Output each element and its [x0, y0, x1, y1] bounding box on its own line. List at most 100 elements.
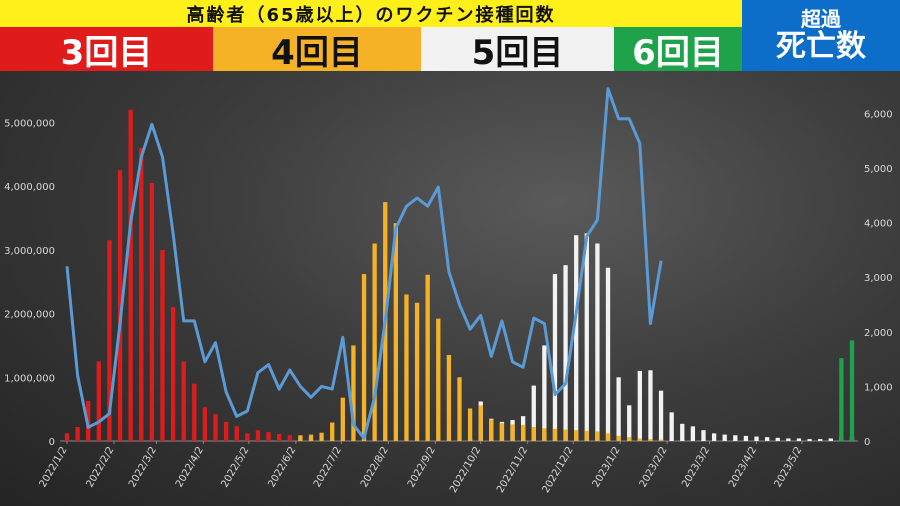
bar-dose-4: [457, 377, 462, 441]
x-tick-label: 2022/12/2: [541, 445, 576, 495]
x-tick-label: 2022/7/2: [312, 445, 344, 489]
bar-dose-4: [605, 433, 611, 441]
bar-dose-3: [107, 240, 112, 441]
y-left-tick-label: 4,000,000: [4, 182, 55, 193]
bar-dose-4: [627, 437, 632, 441]
bar-dose-4: [393, 223, 399, 441]
x-tick-label: 2022/2/2: [85, 445, 117, 489]
legend-dose-6: 6回目: [614, 27, 742, 73]
bar-dose-3: [245, 433, 250, 441]
bar-dose-5: [690, 426, 696, 441]
bar-dose-4: [478, 405, 483, 441]
bar-dose-4: [467, 408, 473, 441]
bar-dose-3: [160, 249, 165, 441]
bar-dose-4: [563, 429, 568, 441]
bar-dose-4: [637, 438, 642, 441]
legend-dose-4: 4回目: [213, 27, 421, 73]
bar-dose-5: [796, 438, 802, 441]
bar-dose-3: [192, 383, 197, 441]
x-tick-label: 2022/1/2: [38, 445, 70, 489]
y-right-tick-label: 1,000: [864, 382, 893, 393]
bar-dose-3: [287, 435, 292, 441]
x-tick-label: 2023/3/2: [680, 445, 712, 489]
bar-dose-3: [117, 170, 123, 441]
bar-dose-4: [616, 435, 621, 441]
y-right-tick-label: 0: [864, 437, 870, 448]
y-left-tick-label: 3,000,000: [4, 246, 55, 257]
bar-dose-5: [595, 243, 600, 441]
bar-dose-5: [616, 377, 621, 441]
bar-dose-3: [96, 361, 101, 441]
bar-dose-4: [658, 439, 664, 441]
bar-dose-5: [701, 430, 706, 441]
y-right-tick-label: 2,000: [864, 328, 893, 339]
bar-dose-3: [234, 426, 239, 441]
excess-deaths-line: [65, 87, 663, 440]
legend-dose-5-label: 5回目: [471, 32, 564, 73]
legend-dose-4-label: 4回目: [271, 32, 363, 73]
bar-dose-4: [361, 274, 367, 441]
bar-dose-5: [786, 438, 791, 441]
x-tick-label: 2022/10/2: [448, 445, 483, 495]
legend-dose-3: 3回目: [0, 27, 213, 73]
bar-dose-3: [223, 421, 229, 441]
bar-dose-4: [414, 302, 420, 441]
bar-dose-4: [425, 274, 430, 441]
y-left-tick-label: 5,000,000: [4, 118, 55, 129]
bar-dose-3: [170, 307, 176, 441]
bar-dose-5: [711, 433, 717, 441]
bar-dose-4: [574, 430, 579, 441]
bar-dose-5: [764, 437, 770, 441]
bar-dose-3: [139, 147, 144, 441]
x-tick-label: 2022/11/2: [495, 445, 530, 495]
x-tick-label: 2022/6/2: [266, 445, 298, 489]
bar-dose-4: [446, 355, 452, 441]
bar-dose-6: [839, 358, 844, 441]
bar-dose-3: [181, 361, 186, 441]
bar-dose-3: [255, 430, 261, 441]
bar-dose-3: [202, 407, 208, 441]
bar-dose-4: [319, 432, 324, 441]
bar-dose-3: [149, 183, 155, 441]
plot-area: 0 1,000,000 2,000,000 3,000,000 4,000,000 5,0…: [4, 87, 893, 495]
bar-dose-5: [637, 370, 642, 441]
bar-dose-3: [64, 433, 70, 441]
bar-dose-4: [510, 424, 515, 441]
x-tick-label: 2022/3/2: [127, 445, 159, 489]
bar-dose-4: [489, 419, 494, 441]
bar-dose-3: [75, 426, 80, 441]
bar-dose-5: [658, 390, 664, 441]
bar-dose-4: [298, 435, 303, 441]
bar-dose-5: [754, 436, 759, 441]
bar-dose-3: [128, 109, 133, 442]
bar-dose-5: [722, 434, 727, 441]
bar-dose-5: [807, 439, 812, 441]
bar-dose-4: [552, 428, 558, 441]
x-tick-label: 2023/4/2: [727, 445, 759, 489]
bar-dose-5: [818, 439, 823, 441]
y-left-tick-label: 2,000,000: [4, 310, 55, 321]
bar-dose-5: [680, 423, 685, 441]
bar-dose-5: [743, 435, 749, 441]
legend-dose-5: 5回目: [421, 27, 614, 73]
bar-dose-4: [584, 430, 589, 441]
bar-dose-4: [308, 434, 314, 441]
bar-dose-4: [520, 425, 526, 441]
y-right-tick-label: 6,000: [864, 109, 893, 120]
x-tick-label: 2022/8/2: [359, 445, 391, 489]
x-tick-label: 2022/5/2: [219, 445, 251, 489]
bar-dose-4: [340, 397, 345, 441]
bar-dose-4: [404, 294, 409, 441]
x-tick-label: 2023/2/2: [638, 445, 670, 489]
bar-dose-5: [828, 438, 833, 441]
x-tick-label: 2023/5/2: [773, 445, 805, 489]
bar-dose-3: [266, 432, 271, 441]
legend-dose-6-label: 6回目: [632, 32, 724, 73]
bar-dose-5: [574, 235, 579, 441]
legend-excess-deaths-line1: 超過: [801, 6, 841, 31]
legend-excess-deaths: 超過 死亡数: [742, 0, 900, 71]
x-tick-label: 2022/9/2: [406, 445, 438, 489]
legend-dose-3-label: 3回目: [60, 32, 153, 73]
bar-dose-5: [733, 435, 738, 441]
